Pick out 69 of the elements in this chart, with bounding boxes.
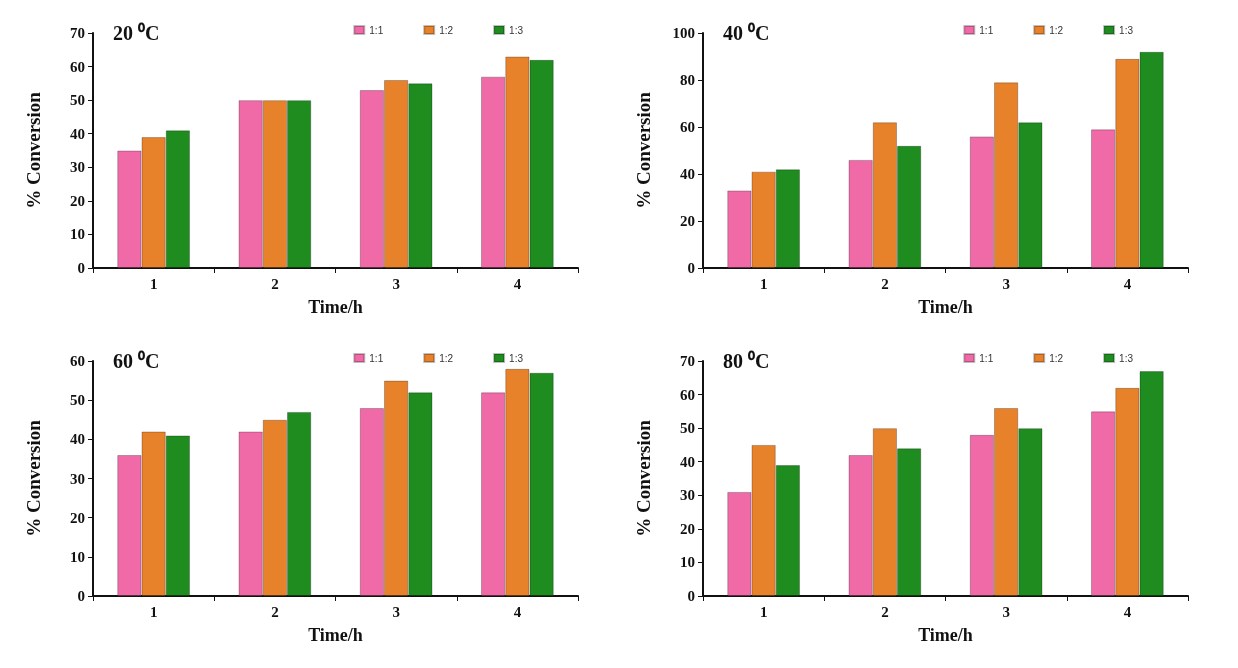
x-tick-label: 4 [1123,603,1132,620]
x-tick-label: 3 [392,275,400,292]
legend-label: 1:3 [509,352,524,364]
y-tick-label: 60 [680,386,695,403]
y-tick-label: 40 [680,453,695,470]
y-tick-label: 10 [70,226,85,243]
x-tick-label: 1 [149,275,158,292]
y-axis-title: % Conversion [633,419,654,537]
y-tick-label: 70 [680,353,695,369]
y-tick-label: 30 [70,159,85,176]
y-tick-label: 0 [687,260,695,276]
y-tick-label: 20 [680,520,695,537]
y-tick-label: 100 [672,25,695,41]
chart-title: 80 ⁰C [723,350,770,372]
chart-title: 40 ⁰C [723,22,770,44]
y-tick-label: 50 [70,392,85,409]
y-tick-label: 60 [70,353,85,369]
legend-label: 1:3 [1119,352,1134,364]
y-tick-label: 0 [77,260,85,276]
x-tick-label: 4 [513,275,522,292]
chart-title: 20 ⁰C [113,22,160,44]
legend-label: 1:1 [979,352,994,364]
x-tick-label: 2 [881,275,889,292]
y-axis-title: % Conversion [23,91,44,209]
y-tick-label: 10 [680,554,695,571]
y-tick-label: 50 [70,92,85,109]
x-tick-label: 3 [392,603,400,620]
y-axis-title: % Conversion [633,91,654,209]
x-tick-label: 2 [271,275,279,292]
x-tick-label: 3 [1002,275,1010,292]
chart-title: 60 ⁰C [113,350,160,372]
x-axis-title: Time/h [918,625,973,645]
x-axis-title: Time/h [308,625,363,645]
y-tick-label: 30 [680,487,695,504]
y-tick-label: 70 [70,25,85,41]
legend-label: 1:1 [369,24,384,36]
legend-label: 1:2 [439,352,454,364]
y-tick-label: 40 [70,125,85,142]
y-tick-label: 0 [687,588,695,604]
legend-label: 1:2 [1049,352,1064,364]
x-tick-label: 1 [759,603,768,620]
y-axis-title: % Conversion [23,419,44,537]
x-tick-label: 3 [1002,603,1010,620]
legend-label: 1:2 [439,24,454,36]
y-tick-label: 60 [680,119,695,135]
x-tick-label: 2 [881,603,889,620]
legend-label: 1:3 [1119,24,1134,36]
x-tick-label: 1 [759,275,768,292]
x-axis-title: Time/h [308,297,363,317]
y-tick-label: 20 [70,509,85,526]
legend-label: 1:3 [509,24,524,36]
y-tick-label: 40 [70,431,85,448]
x-axis-title: Time/h [918,297,973,317]
legend-label: 1:1 [369,352,384,364]
x-tick-label: 1 [149,603,158,620]
x-tick-label: 4 [1123,275,1132,292]
y-tick-label: 60 [70,58,85,75]
y-tick-label: 0 [77,588,85,604]
y-tick-label: 20 [680,213,695,229]
y-tick-label: 80 [680,72,695,88]
x-tick-label: 2 [271,603,279,620]
y-tick-label: 20 [70,192,85,209]
y-tick-label: 10 [70,548,85,565]
legend-label: 1:1 [979,24,994,36]
y-tick-label: 50 [680,420,695,437]
y-tick-label: 30 [70,470,85,487]
y-tick-label: 40 [680,166,695,182]
x-tick-label: 4 [513,603,522,620]
legend-label: 1:2 [1049,24,1064,36]
